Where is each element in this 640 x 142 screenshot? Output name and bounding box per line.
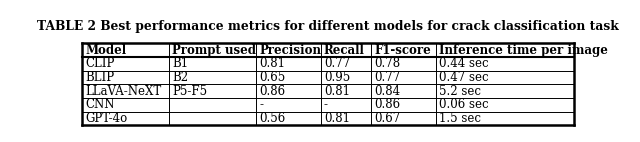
Text: B1: B1 <box>172 57 189 70</box>
Text: F1-score: F1-score <box>374 44 431 57</box>
Text: CLIP: CLIP <box>86 57 115 70</box>
Text: 0.86: 0.86 <box>374 98 401 111</box>
Text: 0.65: 0.65 <box>259 71 285 84</box>
Text: TABLE 2 Best performance metrics for different models for crack classification t: TABLE 2 Best performance metrics for dif… <box>37 20 619 33</box>
Text: 0.84: 0.84 <box>374 85 401 98</box>
Text: Inference time per image: Inference time per image <box>439 44 608 57</box>
Text: 0.86: 0.86 <box>259 85 285 98</box>
Text: LLaVA-NeXT: LLaVA-NeXT <box>86 85 162 98</box>
Text: 5.2 sec: 5.2 sec <box>439 85 481 98</box>
Text: -: - <box>324 98 328 111</box>
Text: 0.77: 0.77 <box>324 57 350 70</box>
Text: 0.95: 0.95 <box>324 71 350 84</box>
Text: Model: Model <box>86 44 127 57</box>
Text: Recall: Recall <box>324 44 365 57</box>
Text: BLIP: BLIP <box>86 71 115 84</box>
Text: 0.06 sec: 0.06 sec <box>439 98 488 111</box>
Text: 0.81: 0.81 <box>324 112 350 125</box>
Text: 0.81: 0.81 <box>324 85 350 98</box>
Text: 0.47 sec: 0.47 sec <box>439 71 488 84</box>
Text: P5-F5: P5-F5 <box>172 85 207 98</box>
Text: -: - <box>259 98 264 111</box>
Text: 0.77: 0.77 <box>374 71 401 84</box>
Text: Precision: Precision <box>259 44 321 57</box>
Text: 0.56: 0.56 <box>259 112 285 125</box>
Text: 0.44 sec: 0.44 sec <box>439 57 488 70</box>
Text: 0.81: 0.81 <box>259 57 285 70</box>
Text: B2: B2 <box>172 71 189 84</box>
Text: 0.67: 0.67 <box>374 112 401 125</box>
Text: 0.78: 0.78 <box>374 57 401 70</box>
Text: Prompt used: Prompt used <box>172 44 257 57</box>
Text: 1.5 sec: 1.5 sec <box>439 112 481 125</box>
Text: CNN: CNN <box>86 98 115 111</box>
Text: GPT-4o: GPT-4o <box>86 112 128 125</box>
